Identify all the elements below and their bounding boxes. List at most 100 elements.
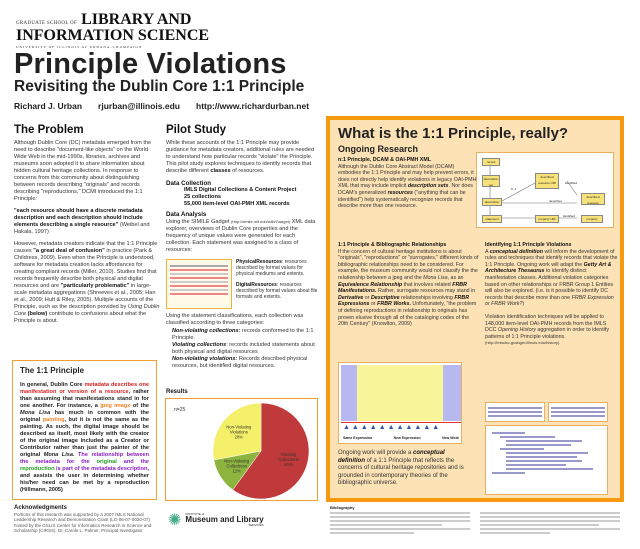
t: will inform the development of rules and…	[485, 248, 618, 268]
t: or	[363, 294, 371, 301]
t: description sets	[407, 183, 449, 190]
t: : resources described by format values a…	[236, 282, 318, 300]
logo-line1: LIBRARY AND	[81, 11, 192, 28]
t: New Expression	[393, 436, 421, 440]
t: Same Expression	[343, 436, 373, 440]
history-url: (http://imlsdcc.grainger.illinois.edu/hi…	[485, 340, 561, 346]
t: Non-violating violations:	[172, 356, 238, 362]
edge-label: identified	[565, 181, 578, 185]
t: to identify distinct manifestation class…	[485, 268, 614, 301]
t: A	[485, 248, 490, 255]
t: Opening History	[497, 327, 536, 334]
pilot-p1: While these accounts of the 1:1 Principl…	[166, 140, 318, 175]
t: If the concern of cultural heritage inst…	[338, 248, 479, 281]
t: reproduction	[20, 466, 55, 472]
dcam-diagram: record description set described resourc…	[476, 152, 614, 228]
slice-label: Non-Violating	[224, 458, 250, 463]
t: of the	[130, 403, 150, 409]
t: metadata describes one manifestation or …	[20, 382, 149, 395]
logo-univ: UNIVERSITY OF ILLINOIS AT URBANA-CHAMPAI…	[16, 45, 143, 49]
principle-heading: The 1:1 Principle	[20, 366, 85, 375]
t: of resources.	[230, 168, 265, 174]
quote-text: "each resource should have a discrete me…	[14, 208, 143, 228]
t: and the	[116, 459, 150, 465]
t: INSTITUTE of	[185, 512, 205, 516]
t: Museum and Library	[185, 515, 264, 524]
frbr-divider	[341, 422, 461, 423]
quote-cite: (Weibel and Hakala, 1997)	[14, 222, 150, 235]
classification-row: PhysicalResources: resources described b…	[166, 259, 318, 309]
conceptual-definition: Ongoing work will provide a conceptual d…	[338, 450, 464, 488]
problem-quote: "each resource should have a discrete me…	[14, 208, 160, 236]
author-email[interactable]: rjurban@illinois.edu	[98, 101, 180, 111]
t: FRBR Expressions	[338, 294, 470, 308]
bib-relationships-section: 1:1 Principle & Bibliographic Relationsh…	[338, 242, 480, 328]
t: FRBR Expression or FRBR Work?	[485, 294, 614, 308]
t: has much in common with the original	[20, 410, 149, 423]
ack-heading: Acknowledgments	[14, 505, 68, 511]
slice-label: Collections	[278, 457, 298, 462]
t: , but it is not the same as the painting…	[20, 417, 149, 458]
t: in large-scale metadata aggregations (Sh…	[14, 283, 156, 310]
dcam-section: n:1 Principle, DCAM & OAI-PMH XML Althou…	[338, 157, 478, 210]
frbr-right-band	[443, 365, 461, 421]
gadget-screenshot	[166, 259, 232, 309]
t: In general, Dublin Core	[20, 382, 85, 388]
t: Although the Dublin Core Abstract Model …	[338, 163, 477, 190]
t: Descriptive	[370, 294, 400, 301]
dc-item: 55,000 item-level OAI-PMH XML records	[184, 201, 290, 207]
t: conceptual definition	[489, 248, 543, 255]
t: ("anything that can be identified") help…	[338, 189, 466, 210]
slice-label: Violating	[280, 452, 297, 457]
t: Mona Lisa	[20, 410, 51, 416]
t: , rather than assuming that manifestatio…	[20, 389, 150, 409]
diagram-node: described resource	[581, 193, 605, 205]
gslis-logo: GRADUATE SCHOOL OF LIBRARY AND INFORMATI…	[16, 12, 209, 50]
problem-heading: The Problem	[14, 124, 84, 136]
t: Using Dublin Core	[14, 304, 160, 317]
frbr-diagram: ▲▲▲▲▲▲▲▲▲▲▲ Same Expression New Expressio…	[338, 362, 462, 444]
logo-line2: INFORMATION SCIENCE	[16, 27, 210, 44]
author-url[interactable]: http://www.richardurban.net	[196, 101, 310, 111]
poster-subtitle: Revisiting the Dublin Core 1:1 Principle	[14, 78, 305, 95]
data-analysis-heading: Data Analysis	[166, 211, 207, 218]
t: records conformed to the 1:1 Principle.	[172, 328, 314, 341]
t: n:1 Principle, DCAM & OAI-PMH XML	[338, 157, 431, 163]
t: : resources described by format values f…	[236, 259, 307, 277]
pilot-p3: Using the statement classifications, eac…	[166, 313, 304, 326]
slice-label: Violations	[230, 430, 248, 435]
research-heading: What is the 1:1 Principle, really?	[338, 125, 569, 142]
xml-record-screenshot	[485, 425, 608, 495]
t: is part of the metadata description	[54, 466, 148, 472]
diagram-node: description set	[482, 175, 500, 187]
t: Mona Lisa	[43, 452, 73, 458]
t: relationships involving	[399, 294, 455, 301]
problem-p1: Although Dublin Core (DC) metadata emerg…	[14, 140, 152, 202]
diagram-node: described resource URI	[535, 173, 559, 189]
t: While these accounts of the 1:1 Principl…	[166, 140, 315, 174]
edge-label: identified	[563, 214, 576, 218]
bibliography-right	[480, 510, 620, 536]
t: original	[96, 459, 117, 465]
t: PhysicalResources	[236, 259, 282, 265]
ack-text: Portions of this research was supported …	[14, 511, 152, 534]
t: resources	[387, 189, 413, 196]
t: "a great deal of confusion"	[33, 248, 105, 254]
t: Mona Lisa	[423, 274, 448, 281]
t: aggregation in order to identify pattern…	[485, 327, 609, 340]
t: . Nor does DCAM's generalized	[338, 183, 473, 196]
t: .	[72, 452, 79, 458]
t: , as an	[447, 274, 464, 281]
t: DigitalResources	[236, 282, 277, 288]
edge-label: 0..1	[511, 187, 517, 191]
tree-screenshot-1	[485, 402, 545, 422]
t: However, metadata creators indicate that…	[14, 241, 158, 254]
t: that involves related	[402, 281, 453, 288]
pie-slice	[232, 402, 310, 500]
pie-annotation: n=25	[174, 407, 185, 413]
t: , and assists the user in determining wh…	[20, 466, 149, 493]
slice-pct-label: 12%	[232, 468, 241, 473]
t: Using the SIMILE Gadget	[166, 219, 231, 225]
t: Equivalence Relationship	[338, 281, 403, 288]
t: Getty Art & Architecture Thesaurus	[485, 261, 612, 275]
